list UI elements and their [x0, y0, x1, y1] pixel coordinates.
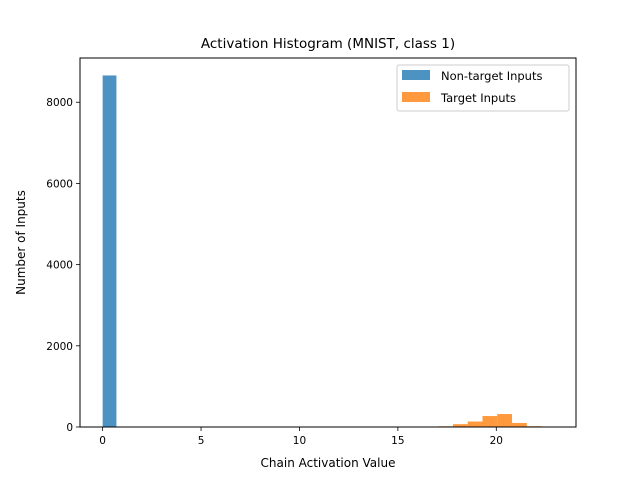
x-tick-label: 15	[391, 435, 404, 447]
x-tick-label: 5	[198, 435, 205, 447]
legend: Non-target Inputs Target Inputs	[396, 64, 570, 112]
x-axis-ticks: 0 5 10 15 20	[99, 427, 503, 447]
histogram-bar-target-5	[497, 414, 513, 427]
x-tick-label: 10	[293, 435, 306, 447]
x-tick-label: 0	[99, 435, 106, 447]
y-tick-label: 6000	[46, 178, 73, 190]
y-tick-label: 0	[66, 422, 73, 434]
histogram-bar-target-3	[467, 421, 483, 427]
y-tick-label: 4000	[46, 260, 73, 272]
chart-title: Activation Histogram (MNIST, class 1)	[201, 36, 455, 52]
y-axis-ticks: 0 2000 4000 6000 8000	[46, 97, 80, 434]
legend-label-target: Target Inputs	[440, 91, 516, 105]
histogram-bar-target-4	[482, 416, 498, 427]
histogram-bar-target-2	[452, 424, 468, 427]
y-tick-label: 8000	[46, 97, 73, 109]
legend-box	[396, 64, 570, 112]
legend-swatch-target	[402, 92, 430, 102]
plot-frame	[79, 57, 577, 428]
histogram-bar-non-target-0	[102, 75, 117, 427]
x-tick-label: 20	[490, 435, 503, 447]
legend-label-non-target: Non-target Inputs	[441, 69, 542, 83]
y-axis-label: Number of Inputs	[14, 190, 28, 295]
y-tick-label: 2000	[46, 341, 73, 353]
bars-group	[102, 75, 557, 427]
legend-swatch-non-target	[402, 70, 430, 80]
histogram-bar-target-6	[512, 422, 527, 427]
x-axis-label: Chain Activation Value	[261, 456, 396, 470]
